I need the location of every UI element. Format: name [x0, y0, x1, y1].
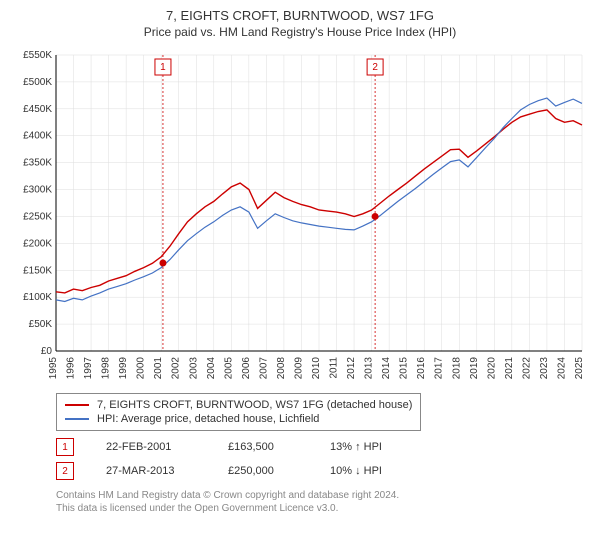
svg-text:2018: 2018	[451, 357, 462, 380]
svg-text:2006: 2006	[241, 357, 252, 380]
svg-text:2020: 2020	[486, 357, 497, 380]
legend-swatch	[65, 418, 89, 420]
sale-row: 2 27-MAR-2013 £250,000 10% ↓ HPI	[56, 459, 592, 483]
chart-title: 7, EIGHTS CROFT, BURNTWOOD, WS7 1FG	[8, 8, 592, 23]
sale-marker: 2	[56, 462, 74, 480]
price-chart: £0 £50K £100K £150K £200K £250K £300K £350K £400…	[8, 47, 592, 387]
sale-date: 27-MAR-2013	[106, 465, 196, 477]
svg-text:2010: 2010	[311, 357, 322, 380]
svg-text:£300K: £300K	[23, 185, 52, 196]
svg-text:1997: 1997	[83, 357, 94, 380]
svg-text:2005: 2005	[223, 357, 234, 380]
sale-row: 1 22-FEB-2001 £163,500 13% ↑ HPI	[56, 435, 592, 459]
svg-text:2012: 2012	[346, 357, 357, 380]
svg-text:£400K: £400K	[23, 131, 52, 142]
legend-item: 7, EIGHTS CROFT, BURNTWOOD, WS7 1FG (det…	[65, 398, 412, 412]
svg-text:£450K: £450K	[23, 104, 52, 115]
svg-text:1: 1	[160, 62, 166, 73]
svg-text:£0: £0	[41, 346, 53, 357]
legend-label: HPI: Average price, detached house, Lich…	[97, 413, 319, 425]
svg-text:2021: 2021	[504, 357, 515, 380]
svg-text:2004: 2004	[206, 357, 217, 380]
sale-date: 22-FEB-2001	[106, 441, 196, 453]
svg-text:£500K: £500K	[23, 77, 52, 88]
footer-line2: This data is licensed under the Open Gov…	[56, 502, 592, 515]
svg-text:2013: 2013	[364, 357, 375, 380]
svg-text:1998: 1998	[101, 357, 112, 380]
svg-text:2001: 2001	[153, 357, 164, 380]
sale-delta: 13% ↑ HPI	[330, 441, 382, 453]
svg-text:2011: 2011	[329, 357, 340, 379]
svg-text:2019: 2019	[469, 357, 480, 380]
svg-text:1995: 1995	[48, 357, 59, 380]
svg-text:£250K: £250K	[23, 211, 52, 222]
svg-text:2: 2	[372, 62, 378, 73]
svg-text:£200K: £200K	[23, 238, 52, 249]
svg-text:2009: 2009	[293, 357, 304, 380]
svg-text:2024: 2024	[556, 357, 567, 380]
svg-text:1999: 1999	[118, 357, 129, 380]
svg-text:2015: 2015	[399, 357, 410, 380]
svg-text:1996: 1996	[66, 357, 77, 380]
sale-delta: 10% ↓ HPI	[330, 465, 382, 477]
svg-text:2014: 2014	[381, 357, 392, 380]
svg-text:£550K: £550K	[23, 50, 52, 61]
footer-line1: Contains HM Land Registry data © Crown c…	[56, 489, 592, 502]
svg-text:2003: 2003	[188, 357, 199, 380]
svg-text:2017: 2017	[434, 357, 445, 380]
sale-price: £250,000	[228, 465, 298, 477]
legend-item: HPI: Average price, detached house, Lich…	[65, 412, 412, 426]
svg-text:£350K: £350K	[23, 158, 52, 169]
sales-table: 1 22-FEB-2001 £163,500 13% ↑ HPI 2 27-MAR-201…	[56, 435, 592, 483]
svg-text:2022: 2022	[521, 357, 532, 380]
legend: 7, EIGHTS CROFT, BURNTWOOD, WS7 1FG (det…	[56, 393, 421, 431]
svg-text:2000: 2000	[136, 357, 147, 380]
chart-subtitle: Price paid vs. HM Land Registry's House …	[8, 25, 592, 39]
svg-text:2023: 2023	[539, 357, 550, 380]
svg-text:2008: 2008	[276, 357, 287, 380]
legend-swatch	[65, 404, 89, 406]
svg-text:2002: 2002	[171, 357, 182, 380]
svg-text:£100K: £100K	[23, 292, 52, 303]
svg-text:2016: 2016	[416, 357, 427, 380]
svg-text:2007: 2007	[258, 357, 269, 380]
sale-marker: 1	[56, 438, 74, 456]
legend-label: 7, EIGHTS CROFT, BURNTWOOD, WS7 1FG (det…	[97, 399, 412, 411]
svg-text:£50K: £50K	[29, 319, 53, 330]
svg-text:2025: 2025	[574, 357, 585, 380]
footer-attribution: Contains HM Land Registry data © Crown c…	[56, 489, 592, 515]
svg-text:£150K: £150K	[23, 265, 52, 276]
sale-price: £163,500	[228, 441, 298, 453]
